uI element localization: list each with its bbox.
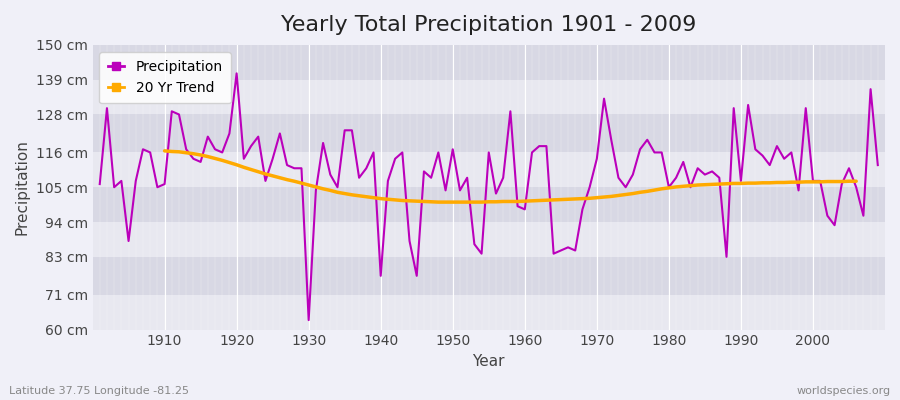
X-axis label: Year: Year xyxy=(472,354,505,369)
Bar xyxy=(93,114,885,152)
Bar xyxy=(93,45,885,80)
Bar xyxy=(93,187,885,222)
Text: worldspecies.org: worldspecies.org xyxy=(796,386,891,396)
Bar xyxy=(93,152,885,187)
Y-axis label: Precipitation: Precipitation xyxy=(15,139,30,235)
Bar xyxy=(93,295,885,330)
Bar xyxy=(93,80,885,114)
Title: Yearly Total Precipitation 1901 - 2009: Yearly Total Precipitation 1901 - 2009 xyxy=(281,15,697,35)
Bar xyxy=(93,257,885,295)
Legend: Precipitation, 20 Yr Trend: Precipitation, 20 Yr Trend xyxy=(100,52,231,104)
Text: Latitude 37.75 Longitude -81.25: Latitude 37.75 Longitude -81.25 xyxy=(9,386,189,396)
Bar xyxy=(93,222,885,257)
